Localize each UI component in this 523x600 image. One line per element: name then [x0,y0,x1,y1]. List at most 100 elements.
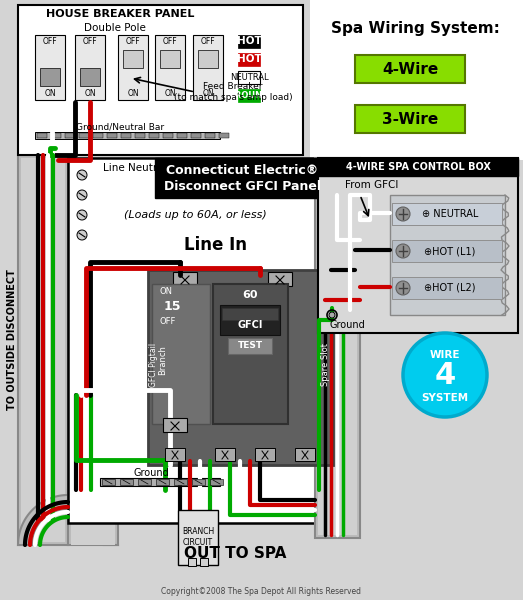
PathPatch shape [18,495,118,545]
Bar [152,284,210,424]
Bar [121,133,131,138]
Text: ON: ON [44,88,56,97]
Bar [163,418,187,432]
Bar [198,50,218,68]
Text: ON: ON [84,88,96,97]
Text: OUT TO SPA: OUT TO SPA [184,547,286,562]
Bar [40,68,60,86]
Bar [192,479,205,485]
Text: 4: 4 [435,361,456,389]
Text: BRANCH
CIRCUIT: BRANCH CIRCUIT [182,527,214,547]
Bar [173,272,197,286]
Text: Branch: Branch [158,345,167,375]
Bar [138,479,151,485]
Bar [80,68,100,86]
Bar [35,132,220,139]
Circle shape [403,333,487,417]
Bar [205,133,215,138]
Bar [65,133,75,138]
Text: OFF: OFF [201,37,215,46]
Bar [79,133,89,138]
Text: TO OUTSIDE DISCONNECT: TO OUTSIDE DISCONNECT [7,269,17,410]
Bar [392,277,502,299]
Bar [228,338,272,354]
Circle shape [396,207,410,221]
Circle shape [77,230,87,240]
Bar [160,50,180,68]
Text: 15: 15 [163,301,181,313]
Text: ON: ON [160,287,173,296]
Text: GROUND: GROUND [229,91,269,100]
Bar [392,203,502,225]
Circle shape [396,244,410,258]
Bar [93,133,103,138]
Bar [193,35,223,100]
Bar [149,133,159,138]
Text: Line In: Line In [184,236,246,254]
Text: ⊕ NEUTRAL: ⊕ NEUTRAL [422,209,478,219]
Bar [102,479,115,485]
Text: HOT: HOT [236,36,262,46]
Bar [392,240,502,262]
Text: ON: ON [164,88,176,97]
Bar [107,133,117,138]
Bar [100,478,220,486]
Bar [238,35,260,48]
Bar [318,161,357,535]
Bar [178,510,218,565]
Bar [355,105,465,133]
Bar [191,133,201,138]
Bar [68,490,118,545]
Bar [177,133,187,138]
Circle shape [77,190,87,200]
Text: HOT: HOT [236,54,262,64]
Bar [155,158,330,198]
Text: 4-Wire: 4-Wire [382,61,438,76]
Bar [390,195,505,315]
Text: HOUSE BREAKER PANEL: HOUSE BREAKER PANEL [46,9,194,19]
Bar [355,55,465,83]
Text: 4-WIRE SPA CONTROL BOX: 4-WIRE SPA CONTROL BOX [346,162,491,172]
Bar [135,133,145,138]
Bar [310,0,523,160]
Bar [51,133,61,138]
Text: OFF: OFF [160,317,176,326]
Text: GFCI: GFCI [237,320,263,330]
Bar [200,558,208,566]
Bar [163,133,173,138]
Text: Feed Breaker
(to match spa's amp load): Feed Breaker (to match spa's amp load) [174,82,292,101]
Bar [35,35,65,100]
Bar [155,35,185,100]
Text: Disconnect GFCI Panel: Disconnect GFCI Panel [164,179,321,193]
Bar [21,158,65,542]
Bar [315,158,360,538]
Bar [156,479,169,485]
Text: Line Neutral: Line Neutral [103,163,167,173]
Bar [71,493,115,545]
Text: WIRE: WIRE [430,350,460,360]
Bar [174,479,187,485]
Circle shape [396,281,410,295]
Text: ON: ON [127,88,139,97]
Text: (Loads up to 60A, or less): (Loads up to 60A, or less) [123,210,266,220]
Text: Spa Wiring System:: Spa Wiring System: [331,20,499,35]
Bar [210,479,223,485]
Bar [165,448,185,461]
Bar [148,270,333,465]
Bar [120,479,133,485]
Text: Copyright©2008 The Spa Depot All Rights Reserved: Copyright©2008 The Spa Depot All Rights … [161,587,361,596]
Text: Ground/Neutral Bar: Ground/Neutral Bar [76,122,164,131]
Text: From GFCI: From GFCI [345,180,399,190]
Circle shape [77,170,87,180]
Text: 60: 60 [242,290,258,300]
Text: ON: ON [202,88,214,97]
Text: OFF: OFF [163,37,177,46]
Bar [123,50,143,68]
Bar [37,133,47,138]
Text: OFF: OFF [83,37,97,46]
Text: ⊕HOT (L1): ⊕HOT (L1) [424,246,476,256]
Bar [268,272,292,286]
Text: OFF: OFF [43,37,58,46]
Bar [255,448,275,461]
Circle shape [77,210,87,220]
